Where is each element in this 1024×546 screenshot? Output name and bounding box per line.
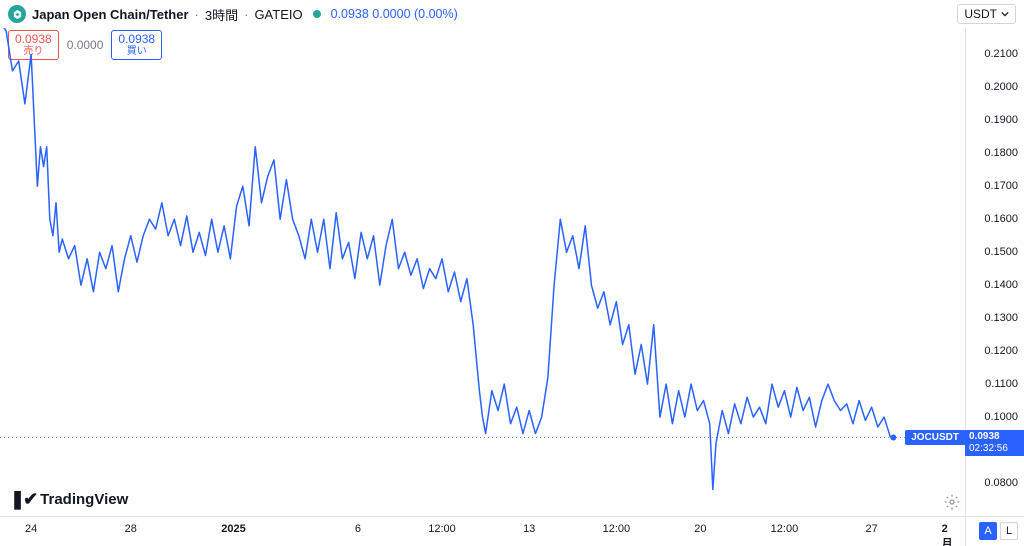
- x-tick-label: 20: [694, 523, 706, 535]
- x-tick-label: 28: [125, 523, 137, 535]
- scale-toggle: A L: [979, 522, 1018, 540]
- y-tick-label: 0.1600: [984, 213, 1018, 225]
- x-axis[interactable]: 24 28 2025 6 12:00 13 12:00 20 12:00 27 2月: [0, 516, 965, 546]
- symbol-header: Japan Open Chain/Tether · 3時間 · GATEIO 0…: [0, 0, 1024, 28]
- separator-dot: ·: [195, 7, 199, 22]
- y-tick-label: 0.2100: [984, 48, 1018, 60]
- y-tick-label: 0.1200: [984, 345, 1018, 357]
- symbol-icon: [8, 5, 26, 23]
- tradingview-logo[interactable]: ❚✔ TradingView: [10, 489, 128, 510]
- x-tick-label: 13: [523, 523, 535, 535]
- chart-svg: [0, 28, 965, 516]
- tradingview-mark-icon: ❚✔: [10, 489, 36, 510]
- scale-log-button[interactable]: L: [1000, 522, 1018, 540]
- y-tick-label: 0.1800: [984, 147, 1018, 159]
- last-price-tag: 0.093802:32:56: [965, 430, 1024, 456]
- x-tick-label: 12:00: [428, 523, 456, 535]
- y-tick-label: 0.1900: [984, 114, 1018, 126]
- x-tick-label: 12:00: [771, 523, 799, 535]
- symbol-name[interactable]: Japan Open Chain/Tether: [32, 7, 189, 22]
- separator-dot: ·: [244, 7, 248, 22]
- market-status-dot: [313, 10, 321, 18]
- x-tick-label: 2月: [942, 523, 958, 546]
- y-tick-label: 0.2000: [984, 81, 1018, 93]
- symbol-price-tag: JOCUSDT: [905, 430, 965, 445]
- x-tick-label: 27: [865, 523, 877, 535]
- y-tick-label: 0.1500: [984, 246, 1018, 258]
- x-tick-label: 12:00: [603, 523, 631, 535]
- currency-selector[interactable]: USDT: [957, 4, 1016, 24]
- y-tick-label: 0.1000: [984, 411, 1018, 423]
- y-tick-label: 0.1700: [984, 180, 1018, 192]
- chart-container: Japan Open Chain/Tether · 3時間 · GATEIO 0…: [0, 0, 1024, 546]
- y-tick-label: 0.1300: [984, 312, 1018, 324]
- logo-text: TradingView: [40, 491, 128, 508]
- scale-auto-button[interactable]: A: [979, 522, 997, 540]
- currency-label: USDT: [964, 7, 997, 21]
- y-tick-label: 0.1100: [985, 378, 1018, 390]
- settings-gear-icon[interactable]: [944, 494, 960, 510]
- x-tick-label: 2025: [221, 523, 245, 535]
- exchange-label: GATEIO: [254, 7, 302, 22]
- y-tick-label: 0.1400: [984, 279, 1018, 291]
- chevron-down-icon: [1001, 10, 1009, 18]
- ohlc-values: 0.0938 0.0000 (0.00%): [331, 7, 458, 21]
- x-tick-label: 6: [355, 523, 361, 535]
- interval-label[interactable]: 3時間: [205, 5, 238, 24]
- x-tick-label: 24: [25, 523, 37, 535]
- y-tick-label: 0.0800: [984, 477, 1018, 489]
- y-axis[interactable]: 0.08000.09000.10000.11000.12000.13000.14…: [965, 28, 1024, 516]
- chart-plot-area[interactable]: [0, 28, 965, 516]
